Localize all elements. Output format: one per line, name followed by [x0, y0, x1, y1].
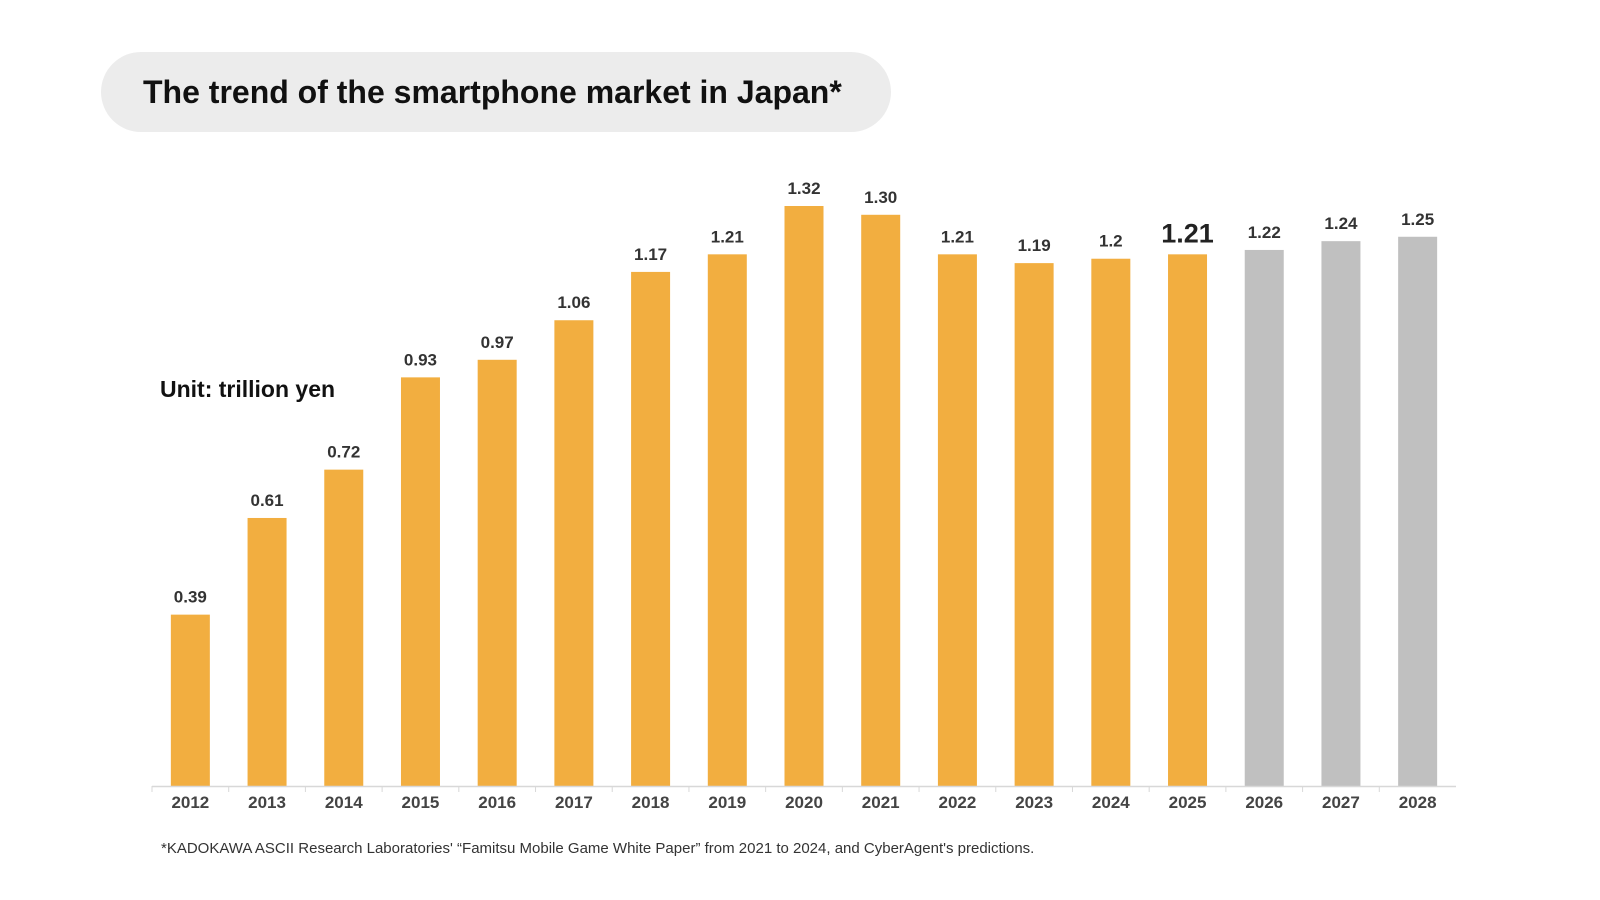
bar [861, 214, 901, 787]
category-label: 2028 [1399, 793, 1437, 812]
value-label: 1.30 [864, 188, 897, 207]
value-label: 1.21 [941, 227, 974, 246]
bar [1244, 249, 1284, 786]
bar [1168, 254, 1208, 787]
value-label: 1.22 [1248, 223, 1281, 242]
bar [631, 271, 671, 787]
value-label: 1.24 [1324, 214, 1358, 233]
category-label: 2023 [1015, 793, 1053, 812]
value-label: 0.39 [174, 588, 207, 607]
bar [937, 254, 977, 787]
category-label: 2027 [1322, 793, 1360, 812]
category-label: 2025 [1169, 793, 1207, 812]
value-label: 1.06 [557, 293, 590, 312]
category-label: 2019 [708, 793, 746, 812]
category-label: 2014 [325, 793, 363, 812]
bar [1398, 236, 1438, 786]
category-label: 2016 [478, 793, 516, 812]
value-label: 1.21 [711, 227, 744, 246]
chart-title: The trend of the smartphone market in Ja… [143, 73, 842, 110]
value-label: 0.61 [251, 491, 284, 510]
value-label: 1.32 [787, 179, 820, 198]
footnote: *KADOKAWA ASCII Research Laboratories' “… [161, 840, 1035, 857]
category-label: 2026 [1245, 793, 1283, 812]
bar [170, 614, 210, 786]
category-label: 2020 [785, 793, 823, 812]
category-label: 2013 [248, 793, 286, 812]
bar [324, 469, 364, 786]
bar [554, 320, 594, 786]
category-label: 2021 [862, 793, 900, 812]
bar [400, 377, 440, 786]
category-label: 2022 [938, 793, 976, 812]
bar [707, 254, 747, 787]
value-label: 1.17 [634, 245, 667, 264]
bar [477, 359, 517, 786]
category-label: 2015 [402, 793, 440, 812]
category-label: 2018 [632, 793, 670, 812]
value-label: 1.2 [1099, 232, 1123, 251]
value-label: 0.93 [404, 350, 437, 369]
bar [1091, 258, 1131, 786]
value-label: 0.97 [481, 333, 514, 352]
bar [1014, 263, 1054, 786]
value-label: 1.21 [1161, 218, 1214, 248]
category-label: 2012 [171, 793, 209, 812]
value-label: 0.72 [327, 443, 360, 462]
value-label: 1.25 [1401, 210, 1434, 229]
title-pill: The trend of the smartphone market in Ja… [101, 52, 891, 132]
bar [784, 206, 824, 786]
bar [1321, 241, 1361, 787]
unit-label: Unit: trillion yen [160, 376, 336, 402]
value-label: 1.19 [1018, 236, 1051, 255]
category-label: 2024 [1092, 793, 1130, 812]
category-label: 2017 [555, 793, 593, 812]
bar [247, 517, 287, 786]
